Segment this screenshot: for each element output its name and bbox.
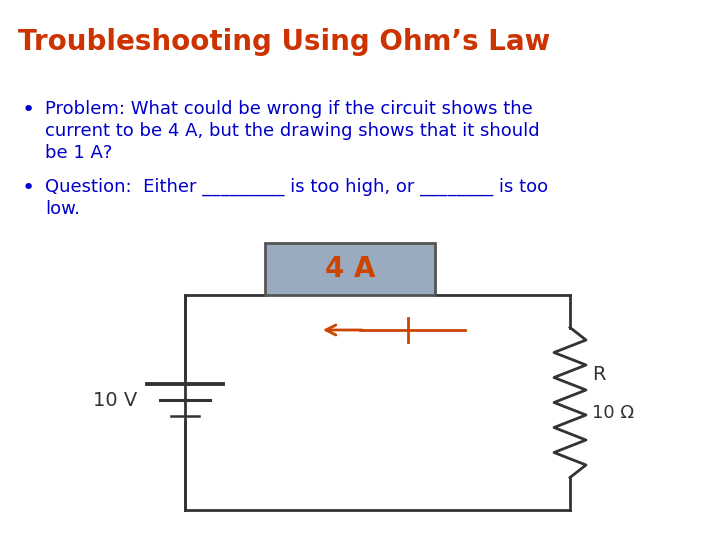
Text: •: • [22,100,35,120]
Text: •: • [22,178,35,198]
Text: R: R [592,365,606,384]
Text: be 1 A?: be 1 A? [45,144,112,162]
Text: Problem: What could be wrong if the circuit shows the: Problem: What could be wrong if the circ… [45,100,533,118]
Text: low.: low. [45,200,80,218]
Text: 10 V: 10 V [93,390,137,409]
Text: Troubleshooting Using Ohm’s Law: Troubleshooting Using Ohm’s Law [18,28,550,56]
Text: Question:  Either _________ is too high, or ________ is too: Question: Either _________ is too high, … [45,178,548,196]
Text: current to be 4 A, but the drawing shows that it should: current to be 4 A, but the drawing shows… [45,122,539,140]
Text: 4 A: 4 A [325,255,375,283]
FancyBboxPatch shape [265,243,435,295]
Text: 10 Ω: 10 Ω [592,403,634,422]
